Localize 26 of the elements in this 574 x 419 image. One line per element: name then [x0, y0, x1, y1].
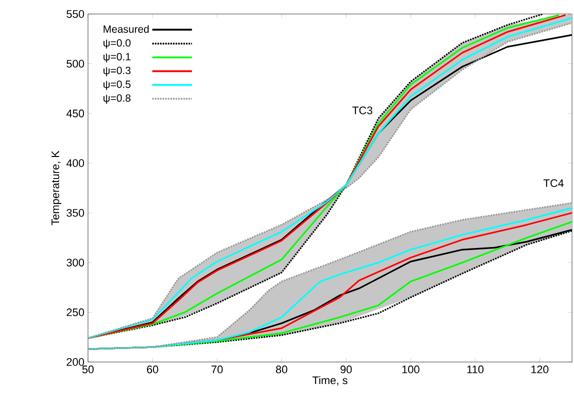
x-tick-label: 100 — [402, 366, 420, 374]
x-tick-label: 60 — [147, 366, 158, 374]
x-axis-title: Time, s — [312, 376, 348, 386]
x-tick-label: 80 — [276, 366, 288, 374]
x-tick-label: 120 — [531, 366, 548, 374]
y-tick-label: 350 — [66, 208, 84, 217]
y-axis-title: Temperature, K — [52, 150, 62, 226]
annotation: TC4 — [544, 179, 564, 188]
legend-label: ψ=0.5 — [104, 80, 131, 90]
y-tick-label: 300 — [66, 258, 84, 266]
legend-label: ψ=0.8 — [104, 94, 131, 104]
legend-label: ψ=0.1 — [104, 52, 130, 62]
y-tick-label: 450 — [66, 110, 84, 118]
x-tick-label: 50 — [82, 366, 94, 374]
y-tick-label: 550 — [66, 10, 84, 18]
annotation: TC3 — [352, 106, 372, 114]
legend-label: Measured — [104, 25, 149, 33]
legend-label: ψ=0.3 — [104, 66, 131, 76]
x-tick-label: 110 — [467, 366, 484, 374]
y-tick-label: 250 — [66, 308, 84, 316]
legend-label: ψ=0.0 — [104, 39, 131, 49]
y-tick-label: 500 — [66, 60, 84, 68]
x-tick-label: 70 — [212, 366, 223, 374]
y-tick-label: 200 — [66, 358, 84, 366]
y-tick-label: 400 — [66, 159, 84, 168]
x-tick-label: 90 — [340, 366, 352, 374]
